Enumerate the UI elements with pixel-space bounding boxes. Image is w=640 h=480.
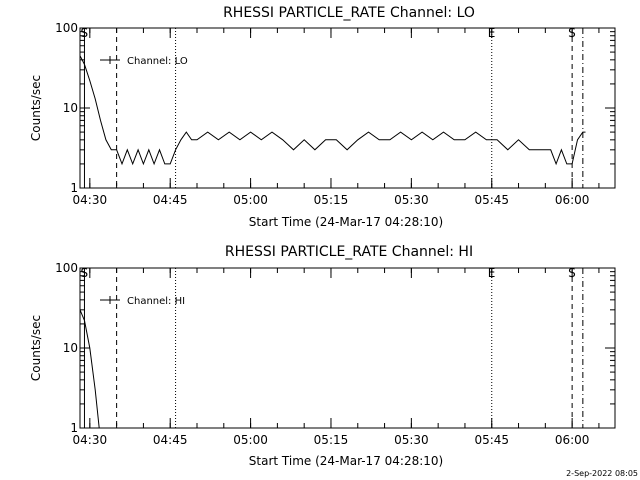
chart-panel-lo: RHESSI PARTICLE_RATE Channel: LO Counts/… [29, 5, 616, 229]
chart-panel-hi: RHESSI PARTICLE_RATE Channel: HI Counts/… [29, 244, 616, 468]
chart-title: RHESSI PARTICLE_RATE Channel: HI [225, 244, 473, 260]
x-axis-label: Start Time (24-Mar-17 04:28:10) [249, 454, 443, 468]
event-label: E [488, 26, 496, 40]
plot-frame [79, 27, 616, 189]
y-tick-label: 10 [63, 341, 78, 355]
y-tick-label: 1 [70, 421, 78, 435]
y-tick-label: 1 [70, 181, 78, 195]
y-tick-label: 100 [55, 21, 78, 35]
x-tick-label: 05:00 [233, 193, 268, 207]
plot-frame [79, 267, 616, 429]
x-tick-label: 05:30 [394, 433, 429, 447]
x-tick-label: 05:00 [233, 433, 268, 447]
x-tick-label: 05:15 [314, 193, 349, 207]
chart-title: RHESSI PARTICLE_RATE Channel: LO [223, 5, 475, 21]
y-axis-label: Counts/sec [29, 315, 43, 381]
x-tick-label: 05:45 [474, 433, 509, 447]
x-tick-label: 04:30 [73, 193, 108, 207]
series-line [80, 309, 100, 428]
series-line [80, 55, 586, 166]
footer-timestamp: 2-Sep-2022 08:05 [566, 469, 638, 478]
event-label: S [80, 26, 88, 40]
event-label: S [568, 266, 576, 280]
x-tick-label: 04:45 [153, 193, 188, 207]
event-label: S [80, 266, 88, 280]
x-tick-label: 04:45 [153, 433, 188, 447]
x-tick-label: 04:30 [73, 433, 108, 447]
x-tick-label: 05:30 [394, 193, 429, 207]
y-tick-label: 100 [55, 261, 78, 275]
x-tick-label: 06:00 [555, 193, 590, 207]
event-label: E [488, 266, 496, 280]
legend-entry: Channel: HI [127, 296, 185, 307]
legend-entry: Channel: LO [127, 56, 188, 67]
event-label: S [568, 26, 576, 40]
x-tick-label: 05:45 [474, 193, 509, 207]
x-tick-label: 05:15 [314, 433, 349, 447]
y-axis-label: Counts/sec [29, 75, 43, 141]
y-tick-label: 10 [63, 101, 78, 115]
x-tick-label: 06:00 [555, 433, 590, 447]
x-axis-label: Start Time (24-Mar-17 04:28:10) [249, 215, 443, 229]
